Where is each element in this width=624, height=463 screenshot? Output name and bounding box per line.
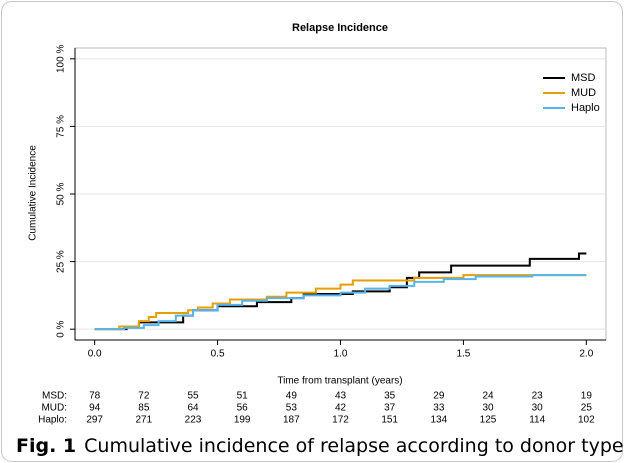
risk-number: 51 [237,391,249,402]
risk-number: 55 [187,391,199,402]
y-tick-label: 100 % [56,45,67,73]
risk-number: 64 [187,403,199,414]
risk-number: 102 [578,415,595,426]
risk-number: 172 [332,415,349,426]
risk-number: 134 [430,415,447,426]
risk-number: 199 [234,415,251,426]
risk-number: 114 [529,415,545,426]
x-tick-label: 1.5 [456,349,470,360]
risk-number: 85 [138,403,150,414]
x-tick-label: 1.0 [334,349,348,360]
x-tick-label: 0.0 [88,349,102,360]
y-tick-label: 25 % [56,250,67,273]
risk-number: 56 [237,403,249,414]
risk-number: 78 [89,391,101,402]
risk-number: 33 [433,403,445,414]
legend-label: Haplo [571,102,600,114]
incidence-line [94,274,587,331]
caption-text: Cumulative incidence of relapse accordin… [84,435,623,457]
legend-label: MSD [571,72,596,84]
risk-number: 30 [482,403,494,414]
y-tick-label: 0 % [56,320,67,337]
x-tick-label: 0.5 [211,349,225,360]
y-tick-label: 75 % [56,115,67,138]
risk-number: 125 [480,415,497,426]
risk-number: 30 [532,403,544,414]
risk-number: 19 [581,391,593,402]
risk-number: 271 [135,415,152,426]
x-tick-label: 2.0 [579,349,593,360]
risk-number: 29 [433,391,445,402]
risk-number: 49 [286,391,298,402]
risk-number: 187 [283,415,300,426]
risk-number: 223 [185,415,202,426]
risk-number: 151 [381,415,398,426]
incidence-line [94,274,587,331]
x-axis-label: Time from transplant (years) [277,376,402,387]
risk-number: 25 [581,403,593,414]
risk-row-label: Haplo: [38,415,67,426]
caption-label: Fig. 1 [16,435,76,457]
risk-number: 297 [86,415,103,426]
risk-number: 35 [384,391,396,402]
risk-row-label: MSD: [42,391,67,402]
risk-number: 24 [482,391,494,402]
risk-number: 42 [335,403,347,414]
risk-number: 23 [532,391,544,402]
y-tick-label: 50 % [56,182,67,205]
risk-number: 37 [384,403,396,414]
risk-number: 94 [89,403,101,414]
caption: Fig. 1 Cumulative incidence of relapse ac… [16,435,624,457]
risk-number: 53 [286,403,298,414]
y-axis-label: Cumulative Incidence [28,145,39,241]
legend-label: MUD [571,87,596,99]
risk-row-label: MUD: [41,403,67,414]
chart-title: Relapse Incidence [292,22,388,34]
risk-number: 72 [138,391,150,402]
risk-number: 43 [335,391,347,402]
